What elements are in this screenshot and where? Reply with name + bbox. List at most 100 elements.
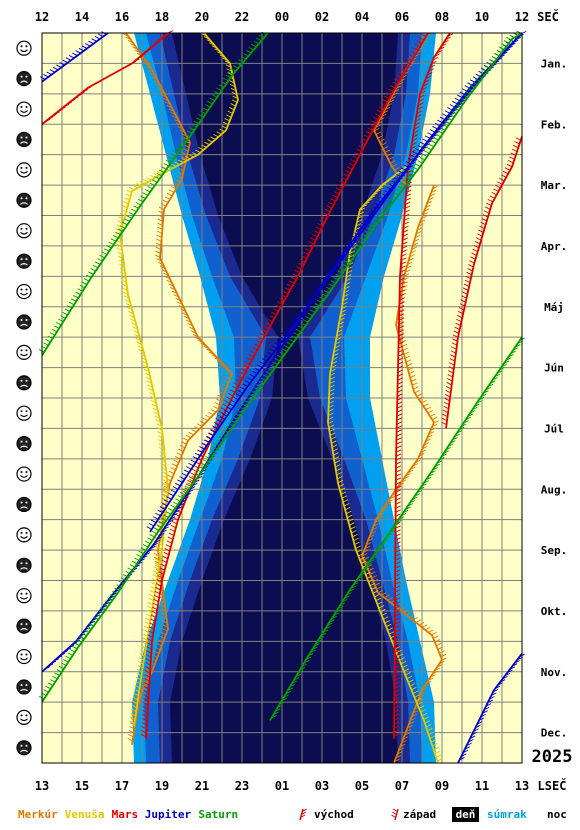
hatch-mark — [158, 169, 165, 173]
hatch-mark — [88, 40, 94, 45]
month-label: Feb. — [541, 118, 568, 131]
hatch-mark — [183, 469, 190, 473]
hatch-mark — [165, 523, 172, 527]
hatch-mark — [212, 446, 218, 450]
hatch-mark — [328, 424, 335, 428]
hatch-mark — [159, 455, 166, 459]
hatch-mark — [175, 482, 181, 487]
hatch-mark — [210, 409, 217, 413]
hatch-mark — [296, 321, 302, 325]
hatch-mark — [199, 420, 206, 424]
hatch-mark — [152, 542, 158, 547]
hatch-mark — [400, 743, 406, 748]
hatch-mark — [290, 276, 297, 281]
hatch-mark — [141, 680, 147, 684]
hatch-mark — [340, 313, 346, 317]
hatch-mark — [495, 184, 501, 189]
hatch-mark — [470, 84, 476, 89]
hatch-mark — [168, 492, 174, 497]
hatch-mark — [132, 46, 138, 50]
hatch-mark — [428, 629, 434, 633]
hatch-mark — [324, 208, 331, 213]
hatch-mark — [412, 158, 418, 163]
hatch-mark — [329, 372, 336, 377]
hatch-mark — [364, 545, 371, 550]
hatch-mark — [312, 233, 318, 238]
hatch-mark — [496, 57, 503, 61]
hatch-mark — [182, 137, 188, 141]
hatch-mark — [402, 509, 409, 514]
hatch-mark — [137, 345, 143, 349]
hatch-mark — [171, 290, 178, 294]
hatch-mark — [213, 133, 219, 138]
series-line — [41, 32, 523, 703]
hatch-mark — [158, 520, 165, 525]
hatch-mark — [54, 672, 60, 676]
hatch-mark — [384, 536, 391, 540]
hatch-mark — [51, 113, 57, 118]
hatch-mark — [410, 250, 416, 254]
hatch-mark — [142, 714, 148, 718]
hatch-mark — [394, 617, 401, 621]
hatch-mark — [395, 497, 401, 501]
hatch-mark — [494, 60, 500, 64]
hatch-mark — [154, 590, 161, 595]
hatch-mark — [265, 322, 271, 326]
hatch-mark — [330, 364, 337, 369]
frowny-icon — [16, 375, 32, 391]
hatch-mark — [412, 382, 418, 386]
hatch-mark — [399, 285, 405, 289]
hatch-mark — [329, 384, 335, 389]
month-label: Máj — [544, 301, 564, 314]
hatch-mark — [135, 202, 142, 206]
hatch-mark — [157, 538, 164, 542]
hatch-mark — [298, 262, 304, 266]
hatch-mark — [160, 459, 166, 463]
hatch-mark — [176, 506, 183, 510]
hatch-mark — [322, 629, 329, 633]
hatch-mark — [193, 120, 200, 124]
hatch-mark — [164, 196, 171, 200]
hatch-mark — [179, 129, 186, 134]
hatch-mark — [398, 345, 404, 349]
hatch-mark — [450, 350, 457, 354]
hatch-mark — [469, 260, 475, 264]
hatch-mark — [414, 390, 420, 394]
hatch-mark — [168, 156, 174, 160]
hatch-mark — [196, 423, 203, 427]
hatch-mark — [163, 97, 169, 102]
hatch-mark — [239, 371, 245, 376]
hatch-mark — [394, 167, 400, 171]
hatch-mark — [469, 79, 476, 83]
hatch-mark — [155, 582, 162, 587]
hatch-mark — [151, 610, 157, 614]
hatch-mark — [405, 506, 411, 510]
hatch-mark — [208, 432, 214, 437]
hatch-mark — [448, 366, 455, 370]
hatch-mark — [125, 303, 132, 307]
hatch-mark — [81, 281, 88, 285]
hatch-mark — [156, 536, 163, 540]
hatch-mark — [49, 679, 56, 683]
hatch-mark — [383, 205, 390, 209]
hatch-mark — [377, 601, 383, 605]
hatch-mark — [147, 605, 153, 610]
hatch-mark — [377, 186, 384, 190]
hatch-mark — [418, 36, 425, 41]
hatch-mark — [335, 187, 342, 191]
hatch-mark — [52, 66, 59, 71]
hatch-mark — [255, 339, 262, 344]
hatch-mark — [149, 175, 156, 179]
series-merkúr — [123, 32, 447, 764]
hatch-mark — [176, 175, 183, 179]
hatch-mark — [412, 151, 419, 155]
hatch-mark — [60, 315, 66, 319]
hatch-mark — [354, 235, 360, 239]
hatch-mark — [472, 248, 478, 253]
hatch-mark — [459, 303, 466, 307]
hatch-mark — [473, 728, 479, 732]
hatch-mark — [463, 420, 469, 424]
hatch-mark — [394, 693, 400, 697]
hatch-mark — [390, 195, 397, 199]
hatch-mark — [341, 177, 347, 181]
